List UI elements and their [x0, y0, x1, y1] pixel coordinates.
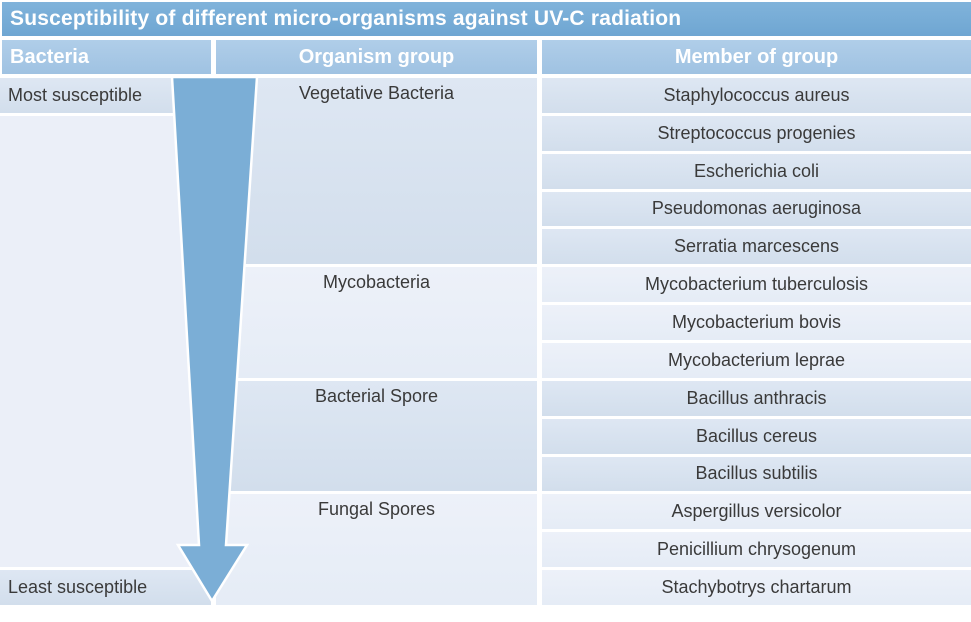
most-susceptible-cell: Most susceptible: [0, 78, 211, 113]
member-cell-stachybotrys-chartarum: Stachybotrys chartarum: [542, 570, 971, 605]
member-of-group-column: Staphylococcus aureus Streptococcus prog…: [542, 78, 971, 605]
least-susceptible-cell: Least susceptible: [0, 570, 211, 605]
member-cell-bacillus-cereus: Bacillus cereus: [542, 418, 971, 454]
member-cell-mycobacterium-leprae: Mycobacterium leprae: [542, 343, 971, 378]
member-cell-mycobacterium-bovis: Mycobacterium bovis: [542, 305, 971, 340]
member-cell-aspergillus-versicolor: Aspergillus versicolor: [542, 494, 971, 530]
member-cell-bacillus-subtilis: Bacillus subtilis: [542, 456, 971, 492]
column-header-member-of-group: Member of group: [542, 40, 971, 74]
member-cell-bacillus-anthracis: Bacillus anthracis: [542, 380, 971, 416]
column-header-organism-group: Organism group: [216, 40, 537, 74]
member-cell-penicillium-chrysogenum: Penicillium chrysogenum: [542, 532, 971, 568]
group-cell-fungal-spores: Fungal Spores: [216, 494, 537, 605]
group-cell-mycobacteria: Mycobacteria: [216, 267, 537, 378]
member-cell-mycobacterium-tuberculosis: Mycobacterium tuberculosis: [542, 267, 971, 303]
susceptibility-spacer-cell: [0, 115, 211, 568]
column-header-bacteria: Bacteria: [2, 40, 211, 74]
column-header-row: Bacteria Organism group Member of group: [0, 40, 971, 74]
member-cell-streptococcus-progenies: Streptococcus progenies: [542, 115, 971, 151]
table-title: Susceptibility of different micro-organi…: [10, 7, 682, 30]
group-cell-bacterial-spore: Bacterial Spore: [216, 380, 537, 492]
bacteria-column: Most susceptible Least susceptible: [0, 78, 211, 605]
group-cell-vegetative-bacteria: Vegetative Bacteria: [216, 78, 537, 265]
member-cell-staphylococcus-aureus: Staphylococcus aureus: [542, 78, 971, 113]
table-title-bar: Susceptibility of different micro-organi…: [2, 2, 971, 36]
member-cell-serratia-marcescens: Serratia marcescens: [542, 229, 971, 265]
member-cell-escherichia-coli: Escherichia coli: [542, 153, 971, 189]
organism-group-column: Vegetative Bacteria Mycobacteria Bacteri…: [216, 78, 537, 605]
member-cell-pseudomonas-aeruginosa: Pseudomonas aeruginosa: [542, 191, 971, 227]
